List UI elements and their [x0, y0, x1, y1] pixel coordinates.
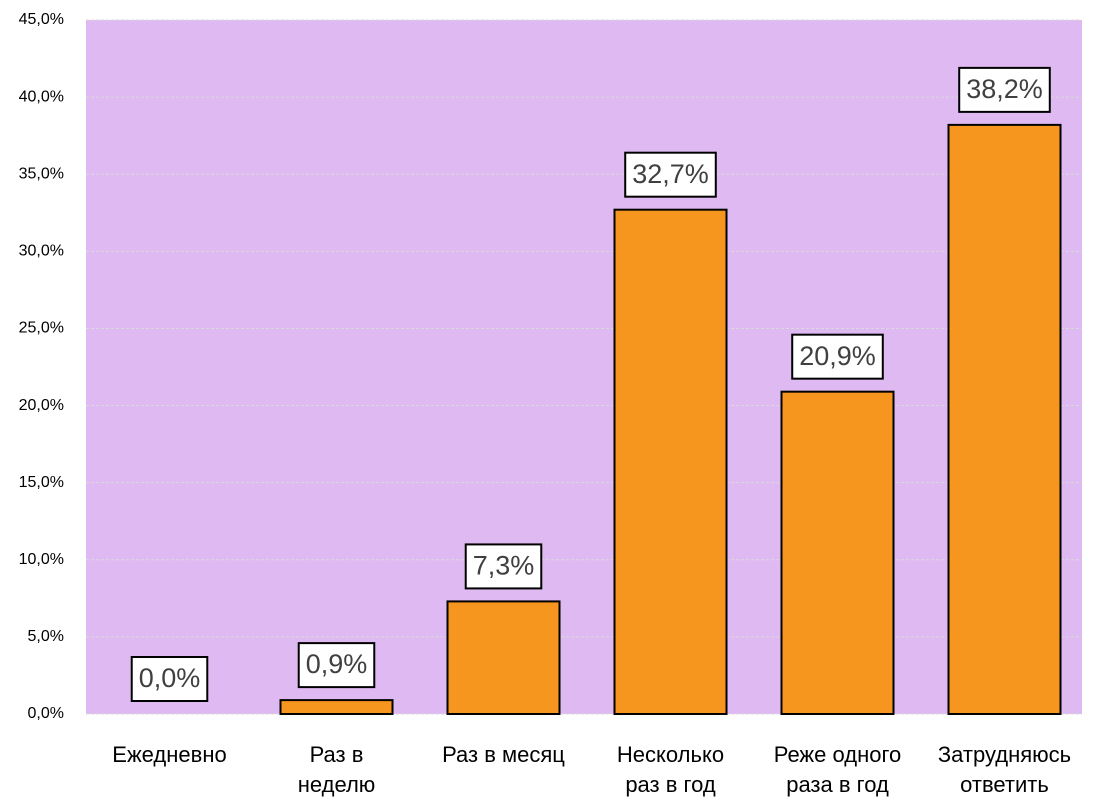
y-tick-label: 0,0% — [28, 705, 64, 722]
y-tick-label: 35,0% — [19, 165, 64, 182]
value-label-box — [791, 333, 884, 380]
plot-area — [86, 20, 1082, 714]
value-label-box — [297, 642, 376, 689]
value-label: 0,0% — [130, 656, 209, 702]
x-tick-label: Ежедневно — [112, 742, 227, 767]
bar — [780, 390, 895, 715]
x-tick-label: Раз в месяц — [442, 742, 565, 767]
value-label-text: 38,2% — [966, 74, 1043, 104]
y-tick-label: 20,0% — [19, 397, 64, 414]
y-tick-label: 5,0% — [28, 628, 64, 645]
bar — [947, 123, 1062, 716]
value-label-text: 0,0% — [139, 663, 201, 693]
value-label-text: 7,3% — [473, 551, 535, 581]
value-label: 7,3% — [464, 543, 543, 590]
y-tick-label: 10,0% — [19, 551, 64, 568]
value-label-text: 20,9% — [799, 341, 876, 371]
value-label: 20,9% — [791, 333, 884, 380]
x-tick-label: Реже одного раза в год — [773, 742, 902, 797]
x-tick-label: Несколько раз в год — [616, 742, 725, 797]
x-tick-label: Затрудняюсь ответить — [937, 742, 1072, 797]
value-label-text: 0,9% — [306, 649, 368, 679]
y-tick-label: 45,0% — [19, 11, 64, 28]
value-label-box — [624, 151, 717, 198]
bar — [613, 208, 728, 715]
value-label-box — [464, 543, 543, 590]
y-tick-label: 40,0% — [19, 88, 64, 105]
value-label-box — [130, 656, 209, 702]
value-label-text: 32,7% — [632, 159, 709, 189]
bar — [446, 600, 561, 716]
value-label: 0,9% — [297, 642, 376, 689]
bar — [279, 699, 394, 715]
y-tick-label: 15,0% — [19, 474, 64, 491]
value-label: 38,2% — [958, 66, 1051, 113]
value-label-box — [958, 66, 1051, 113]
y-tick-label: 25,0% — [19, 320, 64, 337]
y-tick-label: 30,0% — [19, 243, 64, 260]
x-tick-label: Раз в неделю — [297, 742, 376, 797]
value-label: 32,7% — [624, 151, 717, 198]
